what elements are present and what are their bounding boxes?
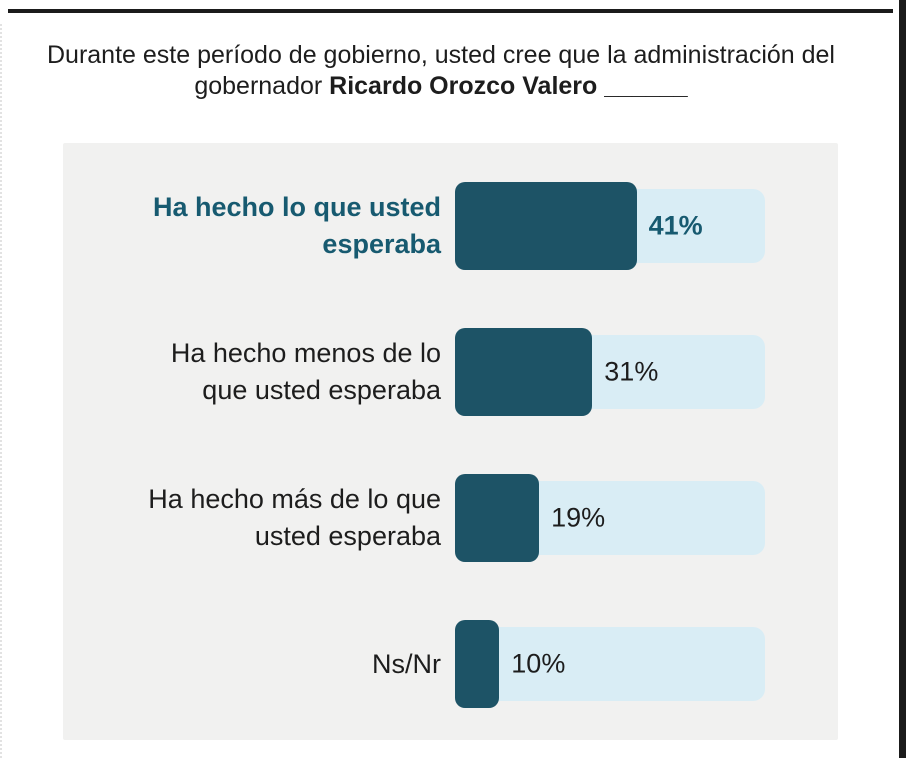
bar-row: Ha hecho lo que usted esperaba 41% bbox=[63, 181, 838, 271]
chart-title-prefix: gobernador bbox=[194, 72, 330, 100]
bar-fill bbox=[455, 474, 540, 562]
bar-value-label: 31% bbox=[604, 356, 659, 387]
bar-track: 19% bbox=[455, 474, 765, 562]
chart-title-line2: gobernador Ricardo Orozco Valero ______ bbox=[20, 71, 862, 102]
bar-value-label: 10% bbox=[511, 648, 566, 679]
bar-category-label: Ha hecho más de lo que usted esperaba bbox=[148, 484, 441, 551]
blank-underline: ______ bbox=[597, 72, 688, 100]
left-edge-marks bbox=[0, 24, 2, 758]
chart-title-line1: Durante este período de gobierno, usted … bbox=[46, 41, 835, 69]
bar-track: 31% bbox=[455, 328, 765, 416]
bar-category-label: Ns/Nr bbox=[372, 648, 441, 679]
bar-category-label: Ha hecho lo que usted esperaba bbox=[152, 192, 441, 259]
bar-row: Ha hecho menos de lo que usted esperaba 3… bbox=[63, 327, 838, 417]
bar-fill bbox=[455, 620, 500, 708]
chart-panel: Ha hecho lo que usted esperaba 41% Ha hech… bbox=[63, 143, 838, 740]
bar-value-label: 41% bbox=[648, 210, 703, 241]
bar-value-label: 19% bbox=[551, 502, 606, 533]
right-border bbox=[899, 0, 906, 758]
bar-fill bbox=[455, 328, 593, 416]
bar-category-label: Ha hecho menos de lo que usted esperaba bbox=[170, 338, 441, 405]
bar-row: Ns/Nr 10% bbox=[63, 619, 838, 709]
bar-track: 41% bbox=[455, 182, 765, 270]
bar-row: Ha hecho más de lo que usted esperaba 19% bbox=[63, 473, 838, 563]
governor-name: Ricardo Orozco Valero bbox=[329, 72, 598, 100]
chart-title: Durante este período de gobierno, usted … bbox=[20, 40, 862, 102]
bar-fill bbox=[455, 182, 637, 270]
top-rule bbox=[8, 9, 893, 13]
bar-track: 10% bbox=[455, 620, 765, 708]
